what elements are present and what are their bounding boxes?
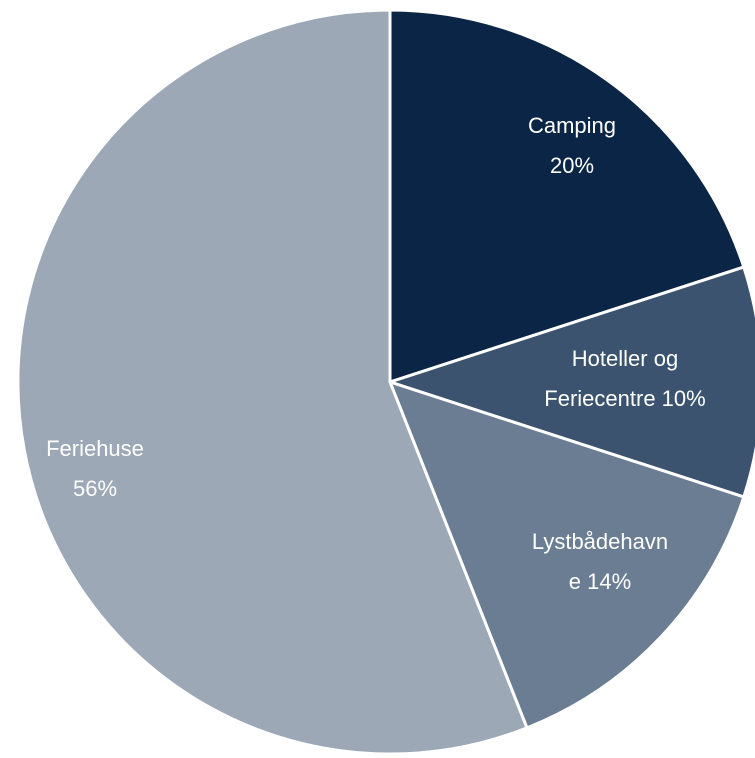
slice-label-value: 20% [550, 153, 594, 178]
slice-label: Feriehuse 56% [46, 436, 144, 501]
slice-label-name: e [569, 569, 581, 594]
slice-label: Hoteller og Feriecentre 10% [544, 346, 705, 411]
slice-label-value: 14% [581, 569, 631, 594]
slice-label-value: 56% [73, 476, 117, 501]
slice-label-name: Lystbådehavn [532, 529, 668, 554]
pie-slice [16, 8, 529, 756]
slice-label-name: Camping [528, 113, 616, 138]
slice-label: Camping 20% [528, 113, 616, 178]
slice-label-name: Hoteller og [572, 346, 678, 371]
slice-label-value: 10% [656, 386, 706, 411]
pie-slice [388, 8, 746, 385]
pie-slice [387, 379, 746, 730]
pie-slice [385, 265, 755, 499]
slice-label-name: Feriecentre [544, 386, 655, 411]
slice-label: Lystbådehavn e 14% [532, 529, 668, 594]
slice-label-name: Feriehuse [46, 436, 144, 461]
